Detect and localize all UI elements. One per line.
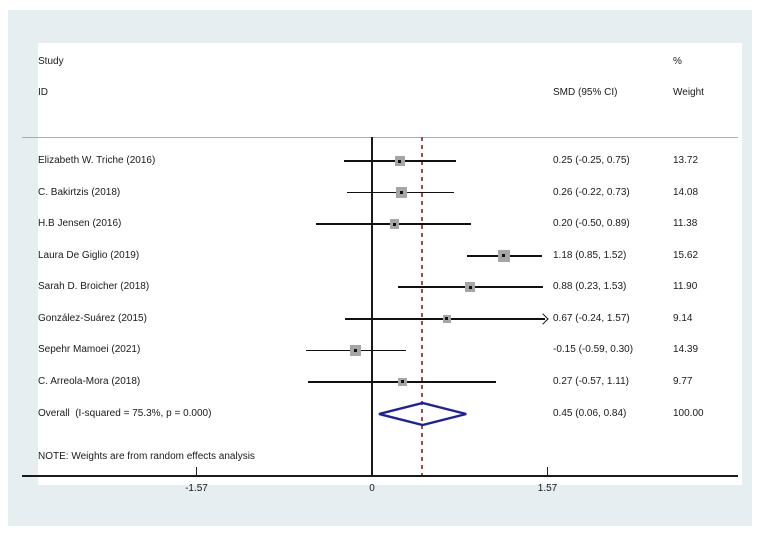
effect-marker-dot [399,191,403,195]
smd-ci-value: 0.88 (0.23, 1.53) [553,281,627,293]
header-weight-label: Weight [673,87,704,98]
study-label: González-Suárez (2015) [38,312,147,324]
smd-ci-value: 1.18 (0.85, 1.52) [553,249,627,261]
study-label: Sepehr Mamoei (2021) [38,344,141,356]
smd-ci-value: 0.67 (-0.24, 1.57) [553,312,630,324]
overall-label: Overall (I-squared = 75.3%, p = 0.000) [38,407,212,419]
axis-tick [195,467,198,475]
axis-tick [371,467,373,475]
weight-value: 9.77 [673,375,693,387]
weight-value: 14.08 [673,186,699,198]
study-label: Elizabeth W. Triche (2016) [38,155,156,166]
study-label: Laura De Giglio (2019) [38,249,140,261]
overall-effect-dashed-line [421,137,424,475]
overall-diamond [378,401,467,426]
header-study-label: Study [38,56,64,67]
overall-smd-ci-value: 0.45 (0.06, 0.84) [553,407,627,419]
study-label: C. Bakirtzis (2018) [38,186,121,198]
smd-ci-value: 0.27 (-0.57, 1.11) [553,375,629,387]
note-text: NOTE: Weights are from random effects an… [38,451,255,462]
header-divider [22,137,738,138]
smd-ci-value: 0.26 (-0.22, 0.73) [553,186,630,198]
figure-panel [8,10,752,526]
axis-tick-label: -1.57 [185,483,208,494]
header-effect-label: SMD (95% CI) [553,87,618,98]
smd-ci-value: 0.25 (-0.25, 0.75) [553,155,630,166]
overall-weight-value: 100.00 [673,407,704,419]
axis-tick [546,467,549,475]
overall-diamond-outline [378,401,467,426]
smd-ci-value: -0.15 (-0.59, 0.30) [553,344,634,356]
study-label: H.B Jensen (2016) [38,218,122,230]
effect-marker-dot [398,159,402,163]
effect-marker-dot [392,222,396,226]
weight-value: 13.72 [673,155,699,166]
effect-marker-dot [502,254,506,258]
study-label: C. Arreola-Mora (2018) [38,375,141,387]
header-id-label: ID [38,87,48,98]
weight-value: 9.14 [673,312,693,324]
x-axis-line [22,475,738,477]
weight-value: 14.39 [673,344,699,356]
axis-tick-label: 1.57 [537,483,558,494]
effect-marker-dot [353,348,357,352]
effect-marker-dot [468,285,472,289]
effect-marker-dot [445,317,449,321]
study-label: Sarah D. Broicher (2018) [38,281,150,293]
effect-marker-dot [400,380,404,384]
zero-reference-line [371,137,373,475]
smd-ci-value: 0.20 (-0.50, 0.89) [553,218,630,230]
header-percent-label: % [673,56,682,67]
weight-value: 11.38 [673,218,698,230]
axis-tick-label: 0 [369,483,375,494]
weight-value: 11.90 [673,281,698,293]
weight-value: 15.62 [673,249,699,261]
